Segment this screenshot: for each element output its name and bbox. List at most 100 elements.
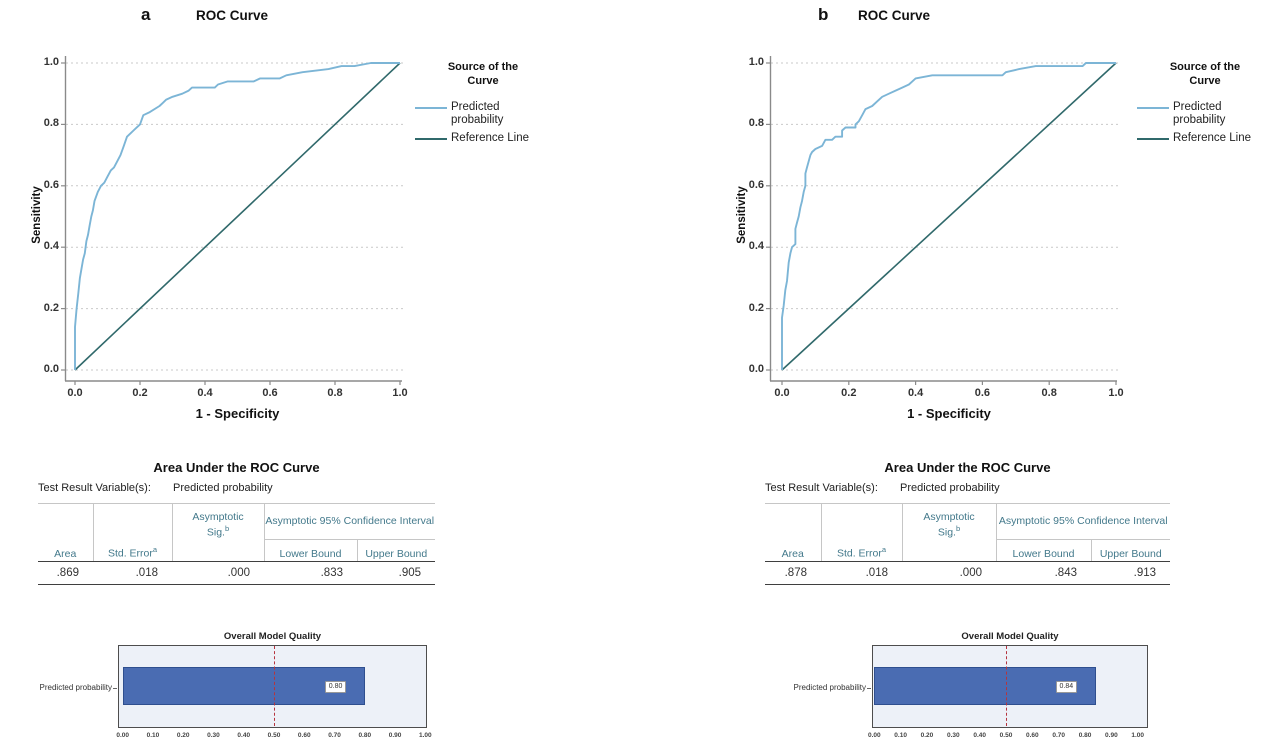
panel-a-x-axis-label: 1 - Specificity <box>195 406 280 421</box>
x-tick-label: 0.6 <box>262 387 278 399</box>
value-asymptotic-sig: .000 <box>902 561 996 585</box>
legend-item-predicted-probability: Predicted probability <box>413 101 543 127</box>
panel-a-auc-table-block: Area Under the ROC Curve Test Result Var… <box>38 460 436 585</box>
omq-category-label: Predicted probability <box>793 683 866 692</box>
value-asymptotic-sig: .000 <box>172 561 264 585</box>
reference-threshold-line <box>1006 646 1007 726</box>
y-tick-label: 0.0 <box>748 363 764 375</box>
test-result-value: Predicted probability <box>173 482 273 494</box>
category-tick <box>113 688 117 689</box>
x-tick-label: 0.90 <box>1105 732 1118 739</box>
predicted-probability-line-swatch <box>415 106 447 109</box>
model-quality-bar <box>122 667 365 705</box>
header-lower-bound: Lower Bound <box>264 539 358 562</box>
legend-label: Reference Line <box>1173 132 1251 145</box>
value-lower-bound: .843 <box>996 561 1091 585</box>
test-result-label: Test Result Variable(s): <box>38 482 151 494</box>
roc-plot-svg <box>766 56 1118 385</box>
x-tick-label: 0.00 <box>867 732 881 739</box>
panel-b-roc-plot: 1 - Specificity 0.0 0.2 0.4 0.6 0.8 1.0 0.0 0.2… <box>749 48 1124 421</box>
test-result-label: Test Result Variable(s): <box>765 482 878 494</box>
x-tick-label: 0.20 <box>920 732 934 739</box>
y-tick-label: 0.0 <box>43 363 59 375</box>
predicted-probability-line-swatch <box>1137 106 1169 109</box>
auc-table: Asymptotic Sig.b Asymptotic 95% Confiden… <box>38 503 436 585</box>
x-tick-label: 0.70 <box>328 732 341 739</box>
auc-table: Asymptotic Sig.b Asymptotic 95% Confiden… <box>765 503 1171 585</box>
legend-item-predicted-probability: Predicted probability <box>1135 101 1265 127</box>
header-asymptotic-sig: Asymptotic Sig.b <box>902 503 997 540</box>
y-tick-label: 0.8 <box>43 117 59 130</box>
auc-table-title: Area Under the ROC Curve <box>884 460 1051 475</box>
category-tick <box>867 688 871 689</box>
y-tick-label: 1.0 <box>748 56 764 68</box>
legend-item-reference-line: Reference Line <box>413 132 543 145</box>
x-tick-label: 0.40 <box>973 732 986 739</box>
omq-category-label: Predicted probability <box>39 683 112 692</box>
reference-line <box>74 62 401 371</box>
y-tick-label: 0.8 <box>748 117 764 130</box>
roc-curve-line <box>781 62 1116 370</box>
y-tick-label: 0.2 <box>43 301 59 314</box>
test-result-value: Predicted probability <box>900 482 1000 494</box>
y-tick-label: 0.2 <box>748 301 764 314</box>
x-tick-label: 1.00 <box>418 732 432 739</box>
value-area: .878 <box>765 561 821 585</box>
test-result-line: Test Result Variable(s): Predicted probab… <box>765 482 1170 494</box>
x-tick-label: 0.0 <box>67 387 83 399</box>
x-tick-label: 0.80 <box>1078 732 1092 739</box>
legend-label: Reference Line <box>451 132 529 145</box>
x-tick-label: 0.2 <box>841 387 857 399</box>
header-std-error: Std. Errora <box>821 539 903 562</box>
legend-item-reference-line: Reference Line <box>1135 132 1265 145</box>
omq-title: Overall Model Quality <box>223 631 322 642</box>
x-tick-label: 0.60 <box>297 732 311 739</box>
auc-table-title: Area Under the ROC Curve <box>153 460 320 475</box>
x-tick-label: 0.20 <box>176 732 190 739</box>
panel-a-roc-title: ROC Curve <box>196 8 269 23</box>
value-std-error: .018 <box>821 561 902 585</box>
panel-b-omq-chart: 0.84 0.00 0.10 0.20 0.30 0.40 0.50 0.60 0.70 0.80… <box>868 645 1148 739</box>
legend-title: Source of the Curve <box>447 61 519 88</box>
bar-value-label: 0.80 <box>324 681 347 693</box>
x-tick-label: 0.50 <box>999 732 1013 739</box>
panel-b-roc-title: ROC Curve <box>858 8 931 23</box>
y-tick-label: 0.6 <box>43 178 59 191</box>
x-tick-label: 0.2 <box>132 387 148 399</box>
header-confidence-interval: Asymptotic 95% Confidence Interval <box>264 503 436 540</box>
reference-line-swatch <box>1137 138 1169 141</box>
x-tick-label: 0.80 <box>358 732 372 739</box>
y-tick-label: 1.0 <box>43 56 59 68</box>
x-tick-label: 0.6 <box>974 387 991 399</box>
x-tick-label: 0.40 <box>237 732 251 739</box>
panel-b-legend: Source of the Curve Predicted probabilit… <box>1135 60 1265 150</box>
x-tick-label: 0.8 <box>327 387 343 399</box>
x-tick-label: 0.00 <box>116 732 130 739</box>
x-tick-label: 1.00 <box>1131 732 1145 739</box>
roc-curve-line <box>74 62 400 370</box>
header-area: Area <box>38 539 94 562</box>
x-tick-label: 0.60 <box>1026 732 1039 739</box>
reference-line <box>781 62 1117 371</box>
value-lower-bound: .833 <box>264 561 357 585</box>
value-std-error: .018 <box>93 561 172 585</box>
x-tick-label: 0.8 <box>1041 387 1057 399</box>
header-asymptotic-sig: Asymptotic Sig.b <box>172 503 265 540</box>
legend-label: Predicted probability <box>451 100 504 126</box>
header-upper-bound: Upper Bound <box>357 539 436 562</box>
x-tick-label: 1.0 <box>1108 387 1124 399</box>
y-tick-label: 0.6 <box>748 178 764 191</box>
panel-a-legend: Source of the Curve Predicted probabilit… <box>413 60 543 150</box>
header-area: Area <box>765 539 822 562</box>
header-confidence-interval: Asymptotic 95% Confidence Interval <box>996 503 1171 540</box>
x-tick-label: 0.90 <box>388 732 402 739</box>
header-lower-bound: Lower Bound <box>996 539 1092 562</box>
omq-title: Overall Model Quality <box>961 631 1059 642</box>
legend-label: Predicted probability <box>1173 100 1226 126</box>
x-tick-label: 0.70 <box>1052 732 1065 739</box>
panel-b-auc-table-block: Area Under the ROC Curve Test Result Var… <box>765 460 1171 585</box>
x-tick-label: 0.30 <box>207 732 220 739</box>
reference-line-swatch <box>415 138 447 141</box>
reference-threshold-line <box>274 646 275 726</box>
